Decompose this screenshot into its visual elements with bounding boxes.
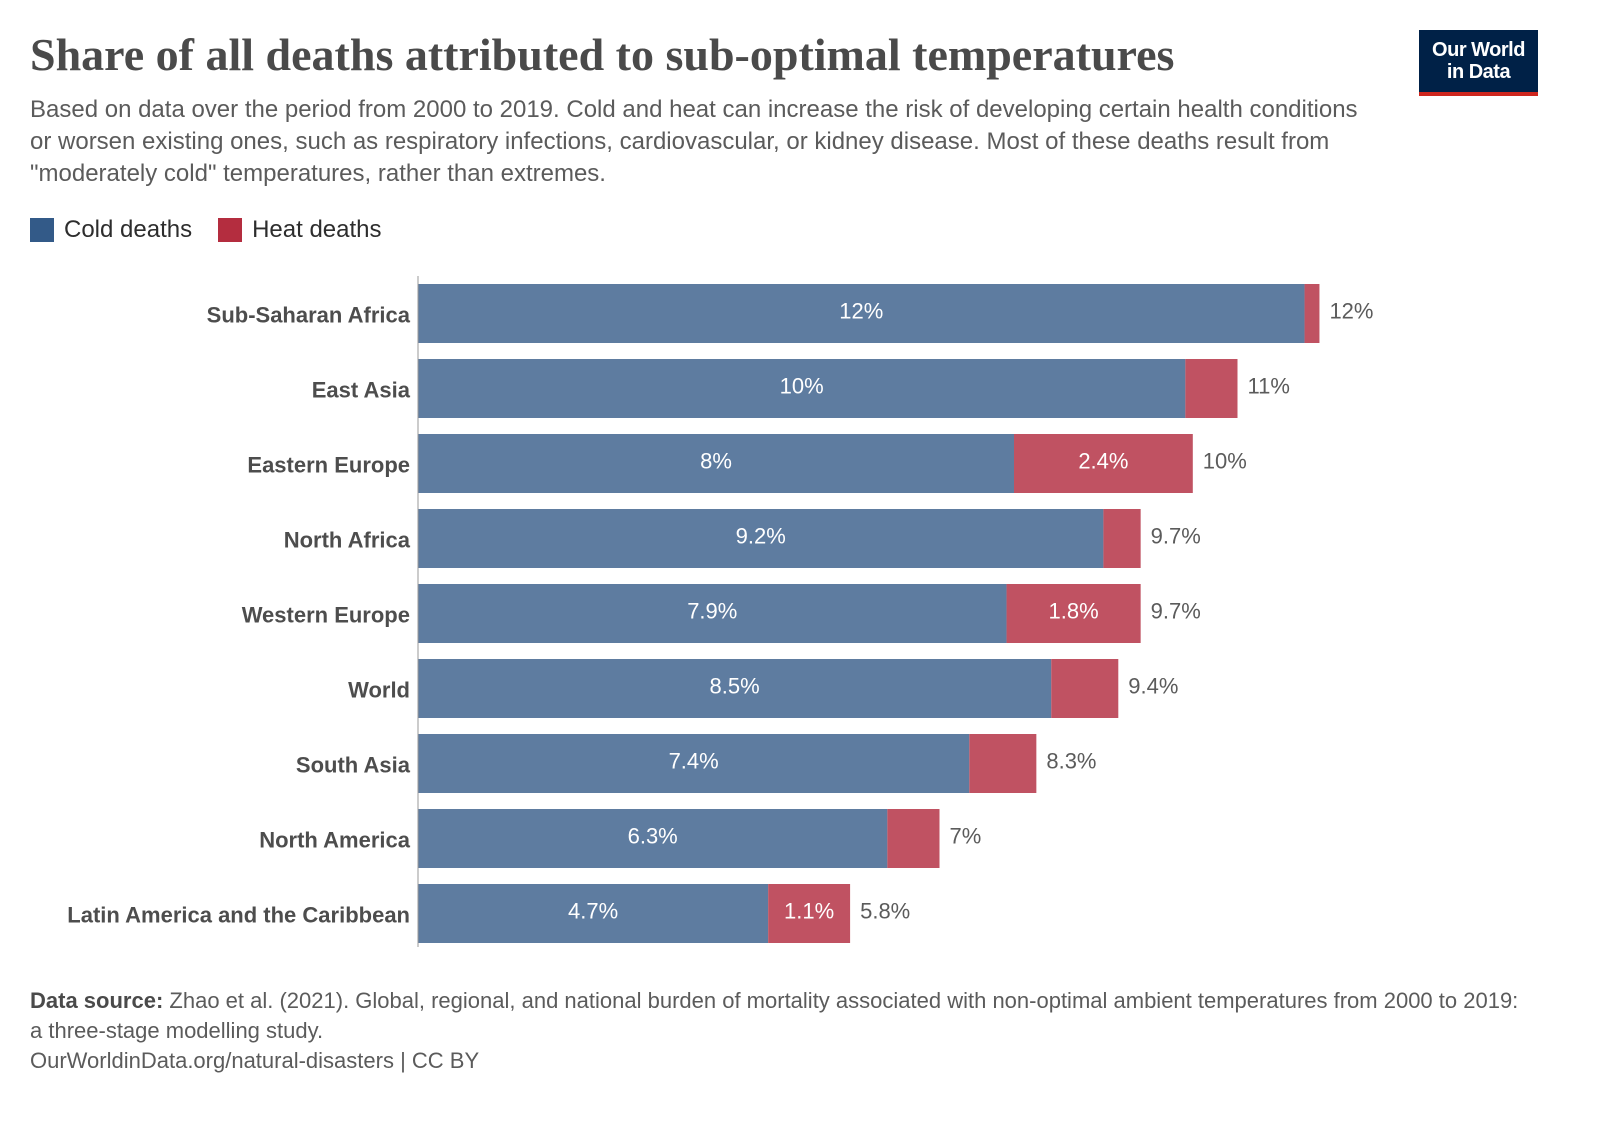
bar-label-cold: 4.7% (568, 898, 618, 923)
bar-label-cold: 8% (700, 448, 732, 473)
total-label: 7% (950, 823, 982, 848)
category-label: North America (259, 827, 411, 852)
bar-label-cold: 9.2% (736, 523, 786, 548)
legend-label-cold: Cold deaths (64, 216, 193, 243)
legend-label-heat: Heat deaths (252, 216, 382, 243)
legend-item-heat[interactable]: Heat deaths (218, 216, 382, 244)
bar-label-cold: 7.9% (687, 598, 737, 623)
bar-heat[interactable] (1304, 284, 1320, 343)
bar-label-cold: 12% (839, 298, 883, 323)
bar-label-cold: 6.3% (628, 823, 678, 848)
bar-cold[interactable] (418, 434, 1014, 493)
total-label: 5.8% (860, 898, 910, 923)
bar-label-heat: 2.4% (1078, 448, 1128, 473)
total-label: 8.3% (1046, 748, 1096, 773)
category-label: East Asia (312, 377, 411, 402)
bar-cold[interactable] (418, 734, 970, 793)
bar-label-heat: 1.8% (1049, 598, 1099, 623)
owid-logo[interactable]: Our World in Data (1419, 30, 1538, 96)
bar-chart: Sub-Saharan Africa 12% 12% East Asia 10% 11% E… (67, 276, 1373, 947)
bar-label-heat: 1.1% (784, 898, 834, 923)
source-label: Data source: (30, 988, 164, 1013)
category-label: Western Europe (242, 602, 410, 627)
bar-heat[interactable] (969, 734, 1037, 793)
legend: Cold deaths Heat deaths (30, 216, 382, 244)
total-label: 12% (1329, 298, 1373, 323)
bar-heat[interactable] (1006, 584, 1141, 643)
legend-swatch-cold (30, 218, 54, 242)
category-label: Sub-Saharan Africa (207, 302, 411, 327)
source-text: Zhao et al. (2021). Global, regional, an… (30, 988, 1519, 1043)
bar-heat[interactable] (887, 809, 940, 868)
bar-cold[interactable] (418, 584, 1007, 643)
chart-subtitle: Based on data over the period from 2000 … (30, 96, 1358, 187)
bar-heat[interactable] (1014, 434, 1193, 493)
data-source: Data source: Zhao et al. (2021). Global,… (30, 986, 1530, 1046)
bar-label-cold: 7.4% (669, 748, 719, 773)
category-label: North Africa (284, 527, 411, 552)
logo-line1: Our World (1432, 39, 1525, 61)
logo-line2: in Data (1446, 61, 1511, 83)
bar-cold[interactable] (418, 284, 1305, 343)
total-label: 9.7% (1151, 523, 1201, 548)
bar-label-cold: 10% (780, 373, 824, 398)
bar-cold[interactable] (418, 884, 769, 943)
source-url[interactable]: OurWorldinData.org/natural-disasters | C… (30, 1048, 480, 1073)
bar-cold[interactable] (418, 359, 1186, 418)
category-label: South Asia (296, 752, 411, 777)
chart-title: Share of all deaths attributed to sub-op… (30, 29, 1175, 80)
legend-swatch-heat (218, 218, 243, 242)
total-label: 9.7% (1151, 598, 1201, 623)
bar-heat[interactable] (1103, 509, 1141, 568)
bar-heat[interactable] (768, 884, 851, 943)
bar-label-cold: 8.5% (710, 673, 760, 698)
total-label: 11% (1248, 373, 1290, 398)
category-label: Latin America and the Caribbean (67, 902, 410, 927)
bar-cold[interactable] (418, 509, 1104, 568)
total-label: 10% (1203, 448, 1247, 473)
total-label: 9.4% (1128, 673, 1178, 698)
bar-heat[interactable] (1051, 659, 1119, 718)
category-label: World (348, 677, 410, 702)
category-label: Eastern Europe (247, 452, 410, 477)
legend-item-cold[interactable]: Cold deaths (30, 216, 192, 244)
bar-heat[interactable] (1185, 359, 1238, 418)
bar-cold[interactable] (418, 659, 1052, 718)
bar-cold[interactable] (418, 809, 888, 868)
